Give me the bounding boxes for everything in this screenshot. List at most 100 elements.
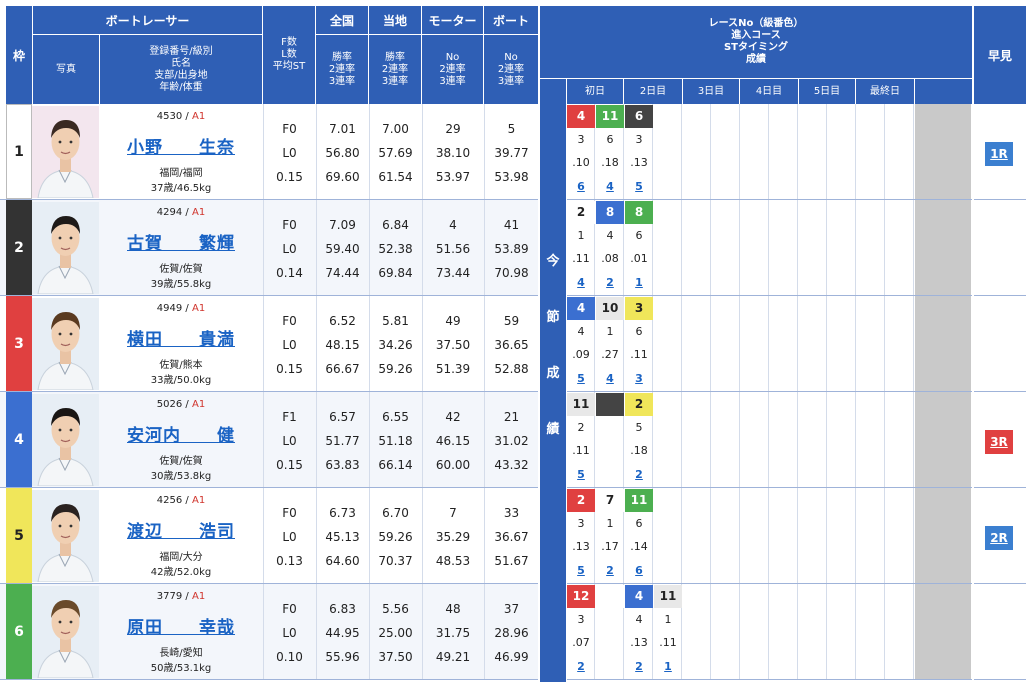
racer-name-link[interactable]: 小野 生奈 [127,138,235,158]
racer-name-link[interactable]: 渡辺 浩司 [127,522,235,542]
result-st: .10 [572,156,590,169]
grid-column [828,296,856,391]
result-race-no[interactable]: 7 [596,489,624,512]
motor-stats-value: 46.15 [435,434,471,448]
touchi-stats-value: 34.26 [378,338,413,352]
result-race-no[interactable]: 2 [567,201,595,224]
boat-stats-value: 53.89 [494,242,529,256]
racer-name-link[interactable]: 安河内 健 [127,426,235,446]
result-rank-link[interactable]: 4 [606,372,614,385]
result-race-no[interactable]: 4 [625,585,653,608]
grid-column [770,104,798,199]
boat-stats-value: 28.96 [494,626,529,640]
result-rank-link[interactable]: 2 [635,468,643,481]
header-motor-line: No [445,51,460,63]
racer-name-link[interactable]: 古賀 繁輝 [127,234,235,254]
motor-stats-value: 29 [445,122,461,136]
result-race-no[interactable]: 6 [625,105,653,128]
touchi-stats-value: 59.26 [378,362,413,376]
result-rank-link[interactable] [596,463,624,486]
result-course: 1 [606,325,614,338]
result-rank-link[interactable]: 5 [635,180,643,193]
header-info-line: 支部/出身地 [154,69,208,81]
result-rank-link[interactable]: 2 [606,564,614,577]
boat-stats-value: 37 [503,602,520,616]
result-rank-link[interactable]: 4 [577,276,585,289]
grid-column [741,584,769,679]
result-race-no[interactable] [596,585,624,608]
result-race-no[interactable]: 3 [625,297,653,320]
grid-column [857,392,885,487]
zenkoku-stats-value: 74.44 [325,266,360,280]
result-race-no[interactable] [596,393,624,416]
racer-row: 1 4530 / A1 小野 生奈 福岡/福岡 37歳/46.5kg F0 L0 0.15 7.… [0,104,538,200]
touchi-stats: 6.70 59.26 70.37 [369,488,421,583]
result-rank-link[interactable]: 6 [635,564,643,577]
reg-separator: / [182,303,192,314]
result-rank-link[interactable]: 1 [635,276,643,289]
result-rank-link[interactable]: 5 [577,564,585,577]
header-day-6: 最終日 [856,79,914,104]
result-race-no[interactable]: 4 [567,297,595,320]
racer-name-link[interactable]: 横田 貴満 [127,330,235,350]
zenkoku-stats-value: 7.01 [329,122,356,136]
grid-column [886,392,914,487]
result-rank-link[interactable]: 5 [577,372,585,385]
result-race-no[interactable]: 12 [567,585,595,608]
result-race-no[interactable]: 8 [625,201,653,224]
result-race-no[interactable]: 2 [567,489,595,512]
motor-stats-value: 42 [445,410,461,424]
zenkoku-stats: 6.57 51.77 63.83 [316,392,368,487]
header-info-line: 登録番号/級別 [149,45,213,57]
hayami-cell: 3R [974,392,1026,488]
racer-photo [32,202,99,294]
result-race-no[interactable]: 8 [596,201,624,224]
touchi-stats-value: 52.38 [378,242,413,256]
result-rank-link[interactable]: 2 [606,276,614,289]
header-touchi-line: 勝率 [385,51,405,63]
racer-branch: 福岡/大分 [159,552,203,563]
result-rank-link[interactable]: 2 [577,660,585,673]
result-rank-link[interactable]: 6 [577,180,585,193]
result-block: 2 3 .13 5 7 1 .17 2 11 6 .14 6 [567,488,972,584]
result-rank-link[interactable]: 4 [606,180,614,193]
konsetsu-label: 今 節 成 績 [540,104,566,682]
result-race-no[interactable]: 11 [654,585,682,608]
header-touchi-line: 2連率 [381,63,409,75]
racer-photo [32,394,99,486]
header-racer-label: ボートレーサー [105,13,190,28]
result-race-no[interactable]: 10 [596,297,624,320]
hayami-race-button[interactable]: 2R [985,526,1013,550]
result-race-no[interactable]: 11 [567,393,595,416]
result-rank-link[interactable]: 1 [664,660,672,673]
result-rank-link[interactable]: 5 [577,468,585,481]
result-course: 6 [635,325,643,338]
result-race-no[interactable]: 11 [596,105,624,128]
grid-column [857,296,885,391]
header-hayami-label: 早見 [987,48,1012,63]
result-course: 6 [635,229,643,242]
grid-column [596,392,624,487]
zenkoku-stats-value: 59.40 [325,242,360,256]
fl-stats-value: L0 [282,434,297,448]
result-rank-link[interactable]: 2 [635,660,643,673]
result-race-no[interactable]: 11 [625,489,653,512]
grid-column [857,200,885,295]
hayami-race-button[interactable]: 1R [985,142,1013,166]
result-rank-link[interactable] [596,655,624,678]
grid-column [886,488,914,583]
motor-stats-value: 35.29 [435,530,471,544]
motor-stats: 49 37.50 51.39 [422,296,483,391]
racer-branch: 長崎/愛知 [159,648,203,659]
result-race-no[interactable]: 2 [625,393,653,416]
result-rank-link[interactable]: 3 [635,372,643,385]
motor-stats-value: 73.44 [435,266,471,280]
racer-name-link[interactable]: 原田 幸哉 [127,618,235,638]
hayami-race-button[interactable]: 3R [985,430,1013,454]
grid-column [625,296,653,391]
header-motor-line: 2連率 [439,63,466,75]
header-day-label: 3日目 [697,85,725,97]
result-race-no[interactable]: 4 [567,105,595,128]
grid-column [741,200,769,295]
boat-stats-value: 21 [503,410,520,424]
